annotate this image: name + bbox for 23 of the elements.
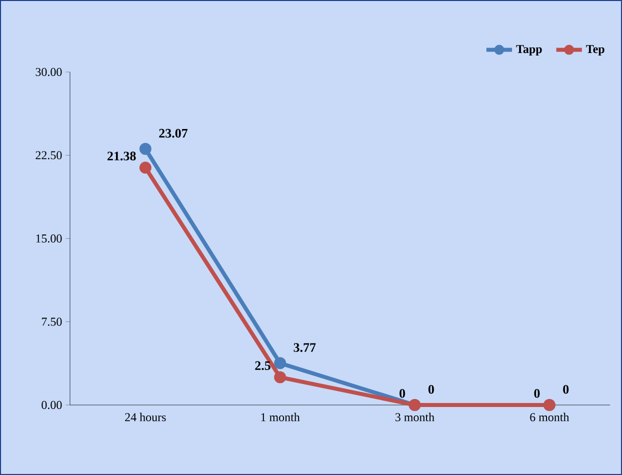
data-label: 0 (534, 389, 540, 398)
data-label: 0 (428, 385, 434, 394)
data-label: 23.07 (159, 128, 188, 138)
data-label: 0 (563, 385, 569, 394)
data-label: 21.38 (108, 152, 136, 160)
legend-label: Tapp (516, 45, 542, 56)
point (139, 142, 152, 155)
y-tick-label: 7.50 (42, 318, 62, 326)
y-tick-label: 30.00 (36, 68, 62, 76)
point (139, 162, 152, 174)
y-tick-label: 22.50 (36, 151, 62, 160)
x-tick-label: 3 month (395, 412, 434, 422)
legend-label: Tep (586, 45, 604, 56)
point (274, 357, 286, 370)
data-label: 0 (400, 389, 406, 398)
x-tick-label: 1 month (261, 412, 300, 422)
x-tick-label: 24 hours (125, 412, 166, 422)
y-tick-label: 15.00 (36, 234, 62, 243)
y-tick-label: 0.00 (42, 400, 62, 410)
data-label: 3.77 (294, 343, 316, 352)
point (274, 371, 286, 384)
x-tick-label: 6 month (530, 412, 570, 422)
data-label: 2.5 (255, 361, 270, 370)
